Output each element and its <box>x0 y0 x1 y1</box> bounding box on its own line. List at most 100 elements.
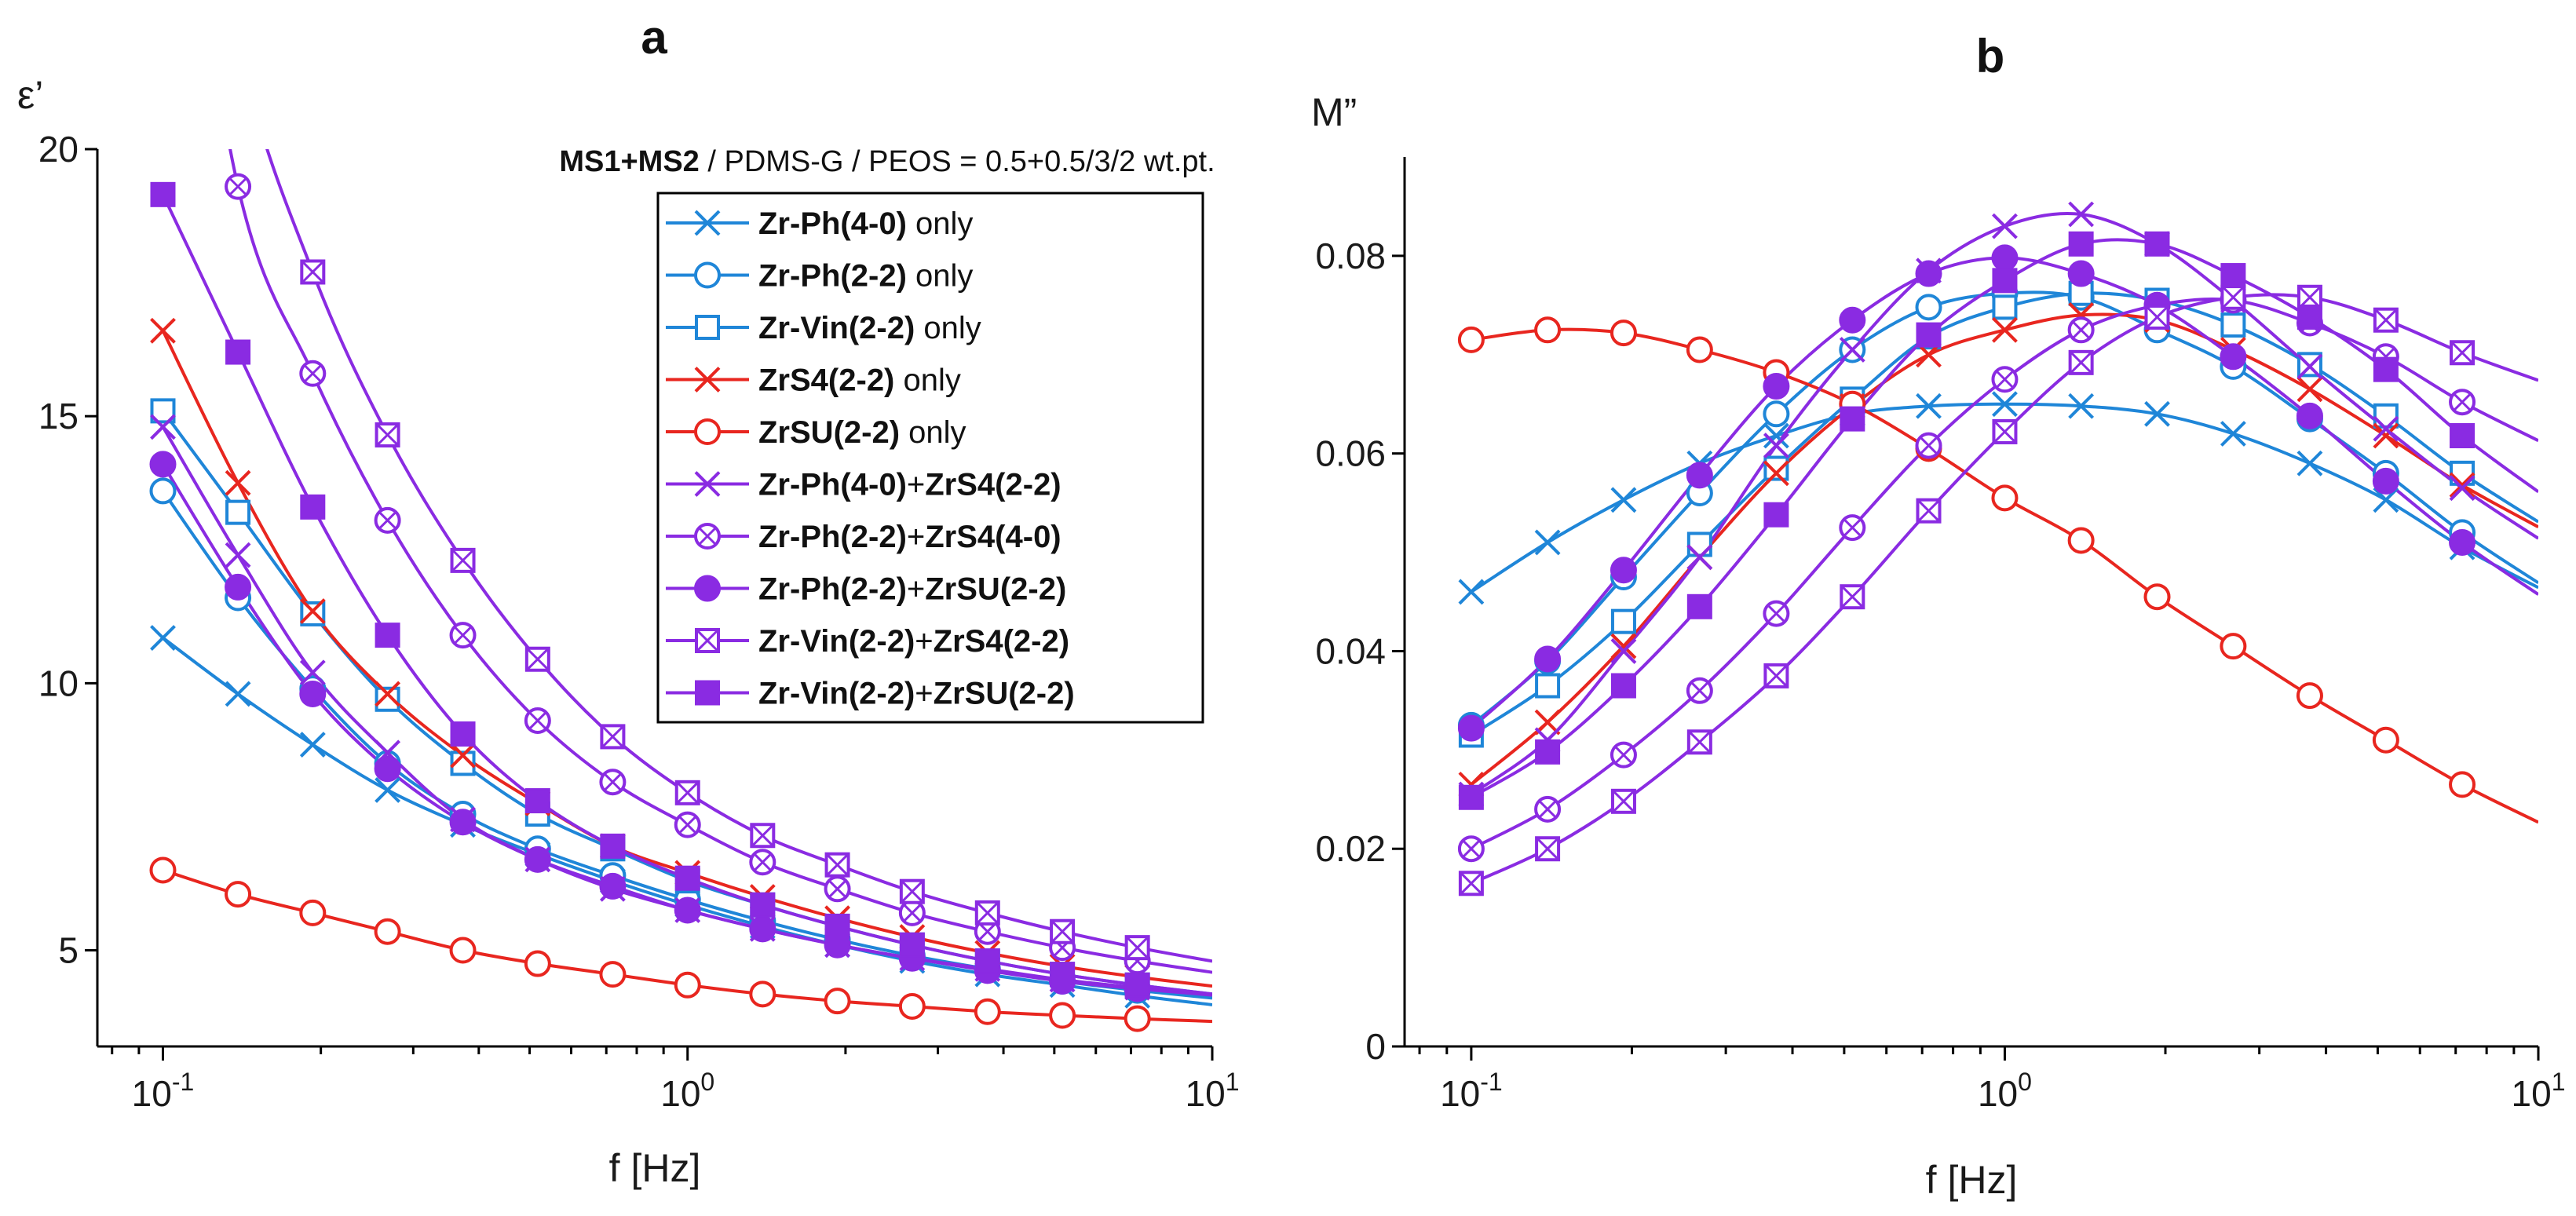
panel-b-series-6-line <box>1470 211 2538 796</box>
panel-b-xtick-label: 100 <box>1978 1068 2032 1114</box>
panel-a-plot-area <box>149 149 1212 1032</box>
panel-a: 5 10 15 20 10-1 100 101 f [Hz] ε’ <box>17 73 1239 1190</box>
panel-a-series-7-point <box>898 899 926 926</box>
panel-b-series-9-point <box>2450 340 2476 366</box>
figure-header: MS1+MS2 / PDMS-G / PEOS = 0.5+0.5/3/2 wt… <box>559 145 1215 178</box>
panel-b-series-10-point <box>1763 502 1789 528</box>
legend-label: Zr-Ph(2-2) only <box>758 259 973 294</box>
panel-b-series-1-point <box>2220 421 2246 447</box>
panel-b-series-7-point <box>2449 389 2476 416</box>
panel-a-series-8-point <box>299 680 327 707</box>
panel-b-series-1-point <box>1992 391 2018 418</box>
legend-label: Zr-Vin(2-2)+ZrS4(2-2) <box>758 624 1069 659</box>
panel-a-series-9-point <box>1050 918 1076 944</box>
panel-a-series-1-point <box>225 681 251 707</box>
panel-a-series-5-point <box>524 950 551 977</box>
panel-a-series-9-point <box>600 724 626 750</box>
panel-b-series-1-point <box>1763 422 1789 449</box>
panel-a-y-label: ε’ <box>17 73 43 117</box>
panel-b-series-5-point <box>1457 326 1485 353</box>
panel-a-series-2-point <box>149 477 177 505</box>
panel-a-series-3-point <box>225 499 251 525</box>
panel-b-series-10-point <box>1458 784 1484 810</box>
panel-b-series-1-point <box>2144 400 2170 427</box>
panel-a-series-8-point <box>599 872 627 900</box>
panel-b-series-7-point <box>1991 366 2019 393</box>
panel-a-series-10-point <box>450 721 476 747</box>
panel-a-series-8-point <box>749 915 776 943</box>
legend-item: Zr-Vin(2-2) only <box>666 311 981 345</box>
panel-a-ytick-label: 10 <box>38 663 79 703</box>
panel-b-series-8-point <box>1915 260 1942 287</box>
panel-b-series-5-point <box>1991 484 2019 512</box>
panel-b-series-7-point <box>1686 677 1713 704</box>
legend-marker <box>694 471 721 497</box>
legend-box <box>656 192 1204 724</box>
panel-b-series-7-point <box>1457 835 1485 863</box>
panel-a-series-4-point <box>150 317 176 344</box>
panel-a-series-8-point <box>374 755 401 783</box>
legend-item: ZrSU(2-2) only <box>666 415 966 450</box>
panel-a-series-7-point <box>824 875 851 903</box>
panel-b-series-6-point <box>1610 638 1637 664</box>
panel-a-series-9-point <box>899 878 925 904</box>
panel-b-series-3-point <box>1535 673 1561 699</box>
panel-a-series-7-point <box>974 918 1001 945</box>
legend-marker <box>694 575 721 602</box>
panel-a-series-9-point <box>824 852 850 878</box>
panel-a-xtick-label: 100 <box>660 1068 714 1114</box>
panel-a-series-1-point <box>150 625 176 651</box>
panel-b-plot-area <box>1457 201 2538 896</box>
panel-a-series-5-point <box>225 881 252 908</box>
panel-a-series-9-point <box>750 823 776 849</box>
panel-b-series-10-line <box>1470 238 2538 799</box>
panel-a-series-10-point <box>674 865 700 891</box>
panel-a-series-5-point <box>749 980 776 1008</box>
legend-label: ZrSU(2-2) only <box>758 415 966 450</box>
panel-a-series-1-point <box>299 732 326 758</box>
panel-b-series-10-point <box>2450 423 2476 449</box>
panel-a-series-5-point <box>974 998 1001 1025</box>
panel-b-series-6-point <box>2296 353 2323 380</box>
panel-b-series-9-point <box>2144 304 2170 330</box>
legend-label: Zr-Vin(2-2) only <box>758 311 981 345</box>
panel-b-series-5-point <box>1610 320 1637 347</box>
panel-b-series-6-point <box>1763 433 1789 459</box>
panel-b: 0 0.02 0.04 0.06 0.08 10-1 100 101 f [Hz] M” <box>1311 90 2565 1202</box>
panel-a-series-10-point <box>1124 972 1150 998</box>
panel-b-series-3-point <box>1763 455 1789 481</box>
panel-a-series-10-point <box>974 948 1000 974</box>
legend-label: Zr-Ph(2-2)+ZrSU(2-2) <box>758 572 1066 607</box>
panel-b-series-10-point <box>1992 268 2018 294</box>
legend-marker <box>694 418 721 445</box>
panel-a-series-5-point <box>149 856 177 884</box>
panel-b-series-10-point <box>1686 593 1712 619</box>
panel-b-series-3-point <box>1610 608 1636 634</box>
panel-b-series-1-point <box>1916 393 1942 419</box>
panel-a-series-7-point <box>674 811 701 838</box>
panel-b-series-4-point <box>2449 472 2476 498</box>
panel-b-series-1-point <box>2068 393 2095 419</box>
panel-a-series-6-point <box>225 542 251 568</box>
panel-a-series-9-point <box>524 646 550 672</box>
panel-b-series-8-point <box>1991 244 2019 272</box>
panel-b-series-9-line <box>1471 293 2538 886</box>
panel-a-series-10-point <box>899 932 925 958</box>
legend-marker <box>695 680 720 706</box>
panel-b-y-label: M” <box>1311 90 1357 134</box>
panel-a-series-10-point <box>750 892 776 918</box>
panel-b-series-5-point <box>1534 316 1562 344</box>
panel-b-series-7-point <box>2067 316 2095 344</box>
legend-marker <box>695 628 720 653</box>
panel-a-series-7-point <box>449 622 477 649</box>
panel-b-series-10-point <box>1535 739 1561 765</box>
panel-a-series-10-point <box>225 339 251 365</box>
legend-label: Zr-Ph(4-0) only <box>758 206 973 241</box>
panel-b-series-1-point <box>1458 579 1485 605</box>
panel-b-series-9-point <box>2220 284 2246 310</box>
panel-b-ytick-label: 0.06 <box>1315 433 1386 474</box>
panel-a-series-5-point <box>898 992 926 1020</box>
panel-b-series-7-point <box>1839 514 1866 542</box>
panel-a-series-5-point <box>599 961 627 988</box>
